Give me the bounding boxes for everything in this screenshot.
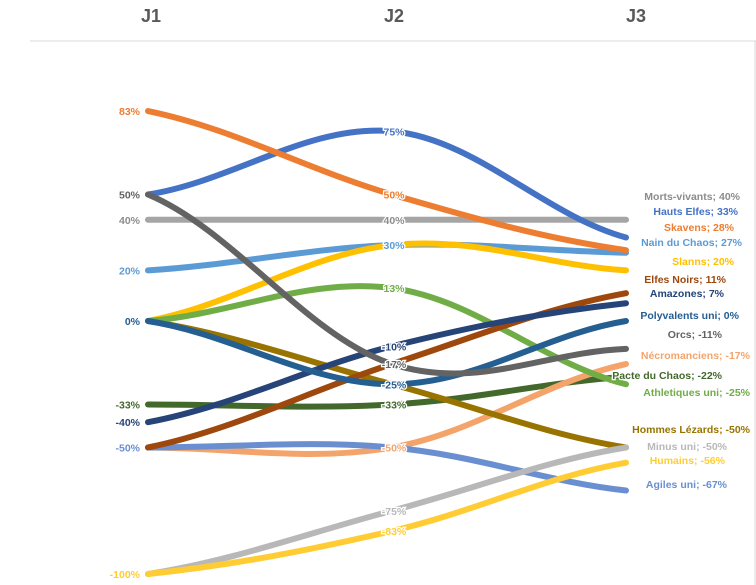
label-j3-pacte-du-chaos: Pacte du Chaos; -22% bbox=[612, 370, 722, 382]
series-line-slanns bbox=[145, 240, 629, 324]
label-j3-humains: Humains; -56% bbox=[650, 455, 726, 467]
series-line-skavens bbox=[145, 108, 629, 254]
series-lines bbox=[145, 108, 629, 577]
column-title-j3: J3 bbox=[626, 6, 646, 26]
label-j2-hauts-elfes: 75% bbox=[383, 126, 405, 138]
label-j2-polyvalents-uni: -25% bbox=[382, 379, 407, 391]
label-j1-agiles-uni: -50% bbox=[115, 443, 140, 455]
label-j2-minus-uni: -75% bbox=[382, 506, 407, 518]
label-j2-humains: -83% bbox=[382, 526, 407, 538]
series-line-pacte-du-chaos bbox=[145, 373, 629, 410]
label-j3-minus-uni: Minus uni; -50% bbox=[647, 441, 728, 453]
label-j3-necromanciens: Nécromanciens; -17% bbox=[641, 350, 751, 362]
column-title-j2: J2 bbox=[384, 6, 404, 26]
label-j3-morts-vivants: Morts-vivants; 40% bbox=[644, 191, 740, 203]
series-line-humains bbox=[145, 459, 629, 577]
label-j3-athletiques-uni: Athletiques uni; -25% bbox=[643, 387, 750, 399]
series-line-hauts-elfes bbox=[145, 127, 629, 241]
label-j3-slanns: Slanns; 20% bbox=[672, 256, 735, 268]
label-j3-skavens: Skavens; 28% bbox=[664, 222, 735, 234]
series-line-minus-uni bbox=[145, 444, 629, 577]
column-title-j1: J1 bbox=[141, 6, 161, 26]
label-j2-skavens: 50% bbox=[383, 190, 405, 202]
label-j1-amazones: -40% bbox=[115, 417, 140, 429]
label-j2-nain-du-chaos: 30% bbox=[383, 240, 405, 252]
label-j3-hommes-lezards: Hommes Lézards; -50% bbox=[632, 424, 751, 436]
data-labels: 40% 40% Morts-vivants; 40% 75% Hauts Elfes; … bbox=[110, 106, 752, 581]
label-j3-orcs: Orcs; -11% bbox=[668, 329, 723, 341]
label-j1-morts-vivants: 40% bbox=[119, 215, 141, 227]
label-j2-morts-vivants: 40% bbox=[383, 215, 405, 227]
label-j3-agiles-uni: Agiles uni; -67% bbox=[646, 479, 728, 491]
label-j3-elfes-noirs: Elfes Noirs; 11% bbox=[644, 274, 726, 286]
label-j2-necromanciens: -50% bbox=[382, 443, 407, 455]
label-j2-orcs: -17% bbox=[382, 359, 407, 371]
label-j3-nain-du-chaos: Nain du Chaos; 27% bbox=[641, 237, 743, 249]
label-j2-amazones: -10% bbox=[382, 341, 407, 353]
label-j2-athletiques-uni: 13% bbox=[383, 283, 405, 295]
series-line-orcs bbox=[145, 191, 629, 377]
label-j1-polyvalents-uni: 0% bbox=[125, 316, 141, 328]
label-j3-polyvalents-uni: Polyvalents uni; 0% bbox=[640, 310, 739, 322]
label-j1-pacte-du-chaos: -33% bbox=[115, 399, 140, 411]
label-j1-orcs: 50% bbox=[119, 190, 141, 202]
label-j2-pacte-du-chaos: -33% bbox=[382, 399, 407, 411]
label-j3-hauts-elfes: Hauts Elfes; 33% bbox=[653, 206, 738, 218]
label-j1-skavens: 83% bbox=[119, 106, 141, 118]
series-line-amazones bbox=[145, 300, 629, 426]
label-j1-nain-du-chaos: 20% bbox=[119, 265, 141, 277]
label-j3-amazones: Amazones; 7% bbox=[650, 288, 725, 300]
label-j1-humains: -100% bbox=[110, 569, 141, 581]
series-line-polyvalents-uni bbox=[145, 318, 629, 388]
